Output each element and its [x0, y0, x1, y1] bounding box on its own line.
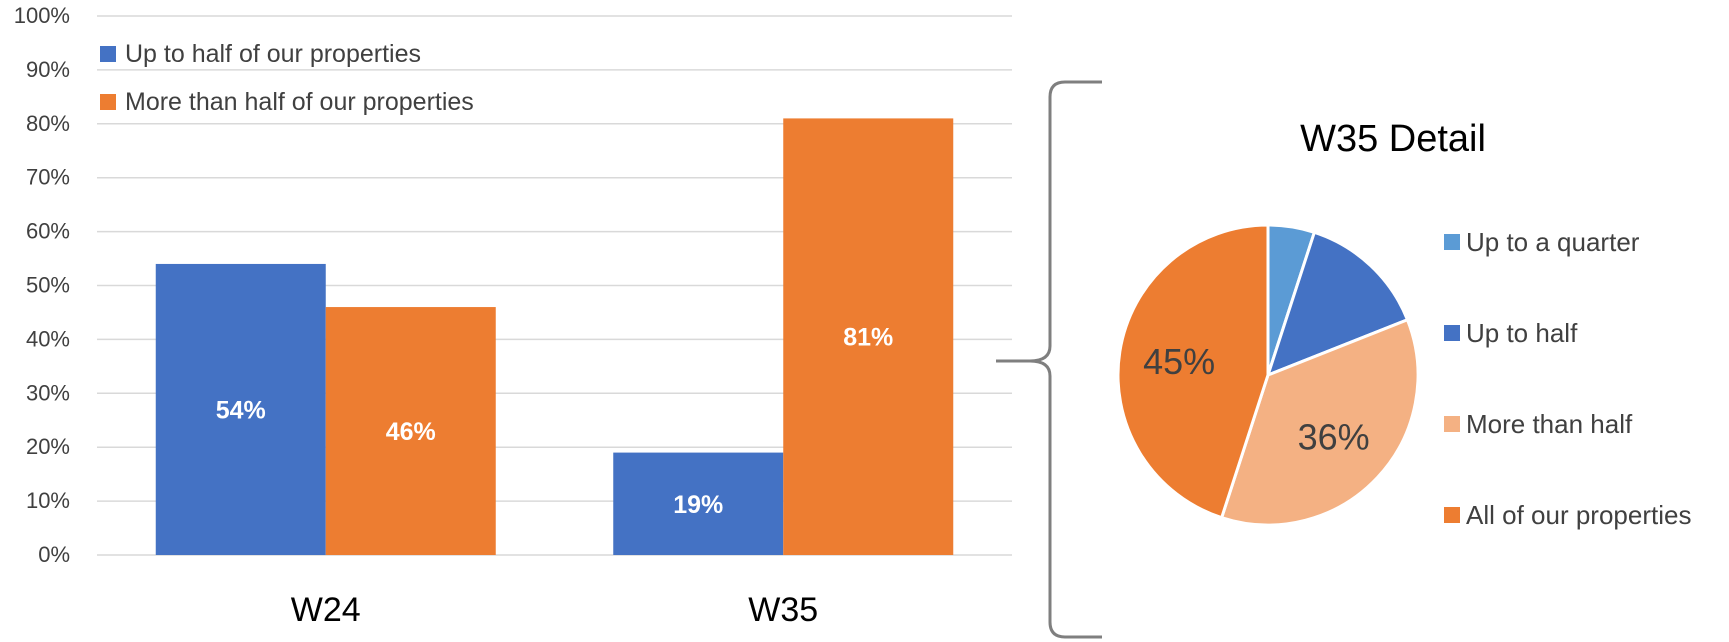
bar-chart: 0% 10% 20% 30% 40% 50% 60% 70% 80% 90% 100% 54% 46%… — [14, 3, 1012, 629]
pie-legend-label: Up to a quarter — [1466, 227, 1640, 257]
y-tick-label: 0% — [38, 542, 70, 567]
bar-more-than-half-of-our-properties — [325, 307, 496, 555]
y-tick-label: 100% — [14, 3, 70, 28]
x-tick-label: W24 — [291, 591, 361, 629]
bar-data-label: 19% — [673, 491, 723, 519]
legend-swatch — [100, 46, 116, 62]
y-tick-label: 60% — [26, 219, 70, 244]
bar-legend: Up to half of our properties More than ha… — [100, 40, 474, 116]
bars — [155, 118, 954, 555]
y-tick-label: 90% — [26, 57, 70, 82]
bar-data-labels: 54% 46% 19% 81% — [216, 324, 894, 519]
bracket-connector — [996, 80, 1102, 639]
pie-slices — [1116, 223, 1420, 527]
pie-legend-label: More than half — [1466, 409, 1633, 439]
y-tick-label: 30% — [26, 380, 70, 405]
pie-data-labels: 36% 45% — [1143, 341, 1370, 458]
pie-legend-label: Up to half — [1466, 318, 1578, 348]
pie-legend: Up to a quarter Up to half More than half A… — [1444, 227, 1691, 530]
y-tick-label: 40% — [26, 326, 70, 351]
y-tick-label: 50% — [26, 273, 70, 298]
pie-chart: W35 Detail 36% 45% Up to a quarter Up to h… — [1116, 118, 1691, 530]
y-tick-label: 10% — [26, 488, 70, 513]
pie-legend-swatch — [1444, 507, 1460, 523]
pie-slice-all-of-our-properties — [1116, 223, 1270, 520]
pie-slice-up-to-half — [1265, 230, 1410, 378]
y-tick-label: 80% — [26, 111, 70, 136]
y-axis-tick-labels: 0% 10% 20% 30% 40% 50% 60% 70% 80% 90% 100% — [14, 3, 70, 567]
x-axis-tick-labels: W24 W35 — [291, 591, 818, 629]
bar-data-label: 54% — [216, 396, 266, 424]
pie-title: W35 Detail — [1300, 118, 1486, 160]
pie-slice-more-than-half — [1219, 317, 1420, 527]
pie-data-label: 45% — [1143, 341, 1215, 382]
pie-legend-swatch — [1444, 234, 1460, 250]
pie-legend-label: All of our properties — [1466, 500, 1691, 530]
bar-up-to-half-of-our-properties — [613, 452, 784, 555]
pie-legend-swatch — [1444, 416, 1460, 432]
legend-label: Up to half of our properties — [125, 40, 421, 68]
bar-more-than-half-of-our-properties — [783, 118, 954, 555]
x-tick-label: W35 — [748, 591, 818, 629]
pie-data-label: 36% — [1298, 417, 1370, 458]
pie-legend-swatch — [1444, 325, 1460, 341]
bar-up-to-half-of-our-properties — [155, 263, 326, 555]
bar-data-label: 81% — [843, 324, 893, 352]
legend-label: More than half of our properties — [125, 88, 474, 116]
bar-data-label: 46% — [386, 418, 436, 446]
y-tick-label: 20% — [26, 434, 70, 459]
legend-swatch — [100, 94, 116, 110]
y-tick-label: 70% — [26, 165, 70, 190]
